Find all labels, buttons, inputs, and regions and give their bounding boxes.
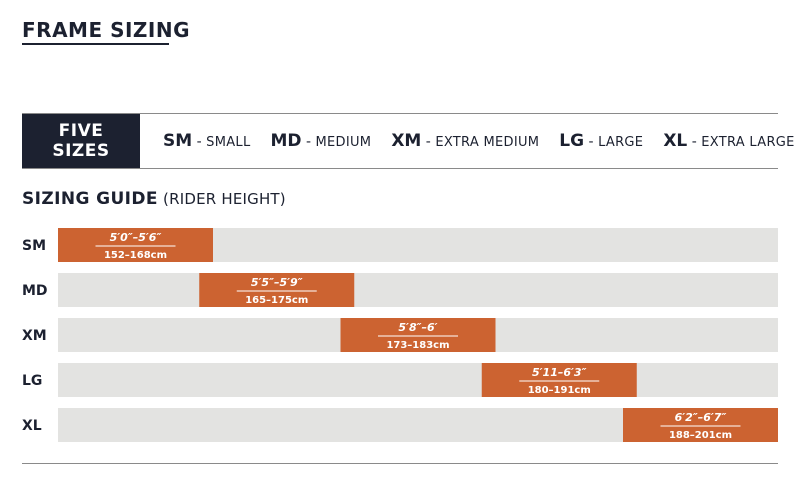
sizing-guide-subtitle: (RIDER HEIGHT) xyxy=(163,190,286,208)
row-label-sm: SM xyxy=(22,238,46,254)
range-imperial-xm: 5′8″–6′ xyxy=(398,321,437,334)
row-label-xl: XL xyxy=(22,418,42,434)
size-code: XL xyxy=(663,131,688,151)
bottom-rule xyxy=(22,463,778,464)
size-name: MEDIUM xyxy=(315,135,372,150)
sizing-guide-heading: SIZING GUIDE (RIDER HEIGHT) xyxy=(22,189,286,209)
size-name: LARGE xyxy=(598,135,644,150)
range-bar-xl xyxy=(623,408,778,442)
size-code: SM xyxy=(163,131,193,151)
size-separator: - xyxy=(691,134,697,150)
row-label-lg: LG xyxy=(22,373,42,389)
range-metric-xl: 188–201cm xyxy=(669,430,732,441)
range-imperial-lg: 5′11–6′3″ xyxy=(532,366,587,379)
size-separator: - xyxy=(425,134,431,150)
range-imperial-md: 5′5″–5′9″ xyxy=(251,276,303,289)
range-metric-md: 165–175cm xyxy=(245,295,308,306)
range-metric-sm: 152–168cm xyxy=(104,250,167,261)
row-label-md: MD xyxy=(22,283,48,299)
size-code: LG xyxy=(559,131,585,151)
size-name: SMALL xyxy=(206,135,251,150)
row-label-xm: XM xyxy=(22,328,47,344)
sizes-band: FIVE SIZES SM - SMALL MD - MEDIUM XM - E… xyxy=(22,113,794,169)
range-bar-md xyxy=(199,273,355,307)
five-sizes-line1: FIVE xyxy=(58,121,104,141)
size-separator: - xyxy=(588,134,594,150)
range-metric-xm: 173–183cm xyxy=(386,340,449,351)
size-separator: - xyxy=(196,134,202,150)
size-legend-md: MD - MEDIUM xyxy=(271,131,372,151)
five-sizes-box: FIVE SIZES xyxy=(22,114,140,168)
row-track-md xyxy=(58,273,778,307)
sizing-guide-title: SIZING GUIDE xyxy=(22,189,158,209)
size-legend-xm: XM - EXTRA MEDIUM xyxy=(391,131,539,151)
range-imperial-xl: 6′2″–6′7″ xyxy=(675,411,727,424)
size-separator: - xyxy=(305,134,312,150)
size-code: MD xyxy=(270,131,302,151)
range-bar-xm xyxy=(340,318,496,352)
size-code: XM xyxy=(391,131,422,151)
size-name: EXTRA MEDIUM xyxy=(435,135,540,150)
size-legend-lg: LG - LARGE xyxy=(559,131,643,151)
page-title: FRAME SIZING xyxy=(22,18,191,42)
range-bar-lg xyxy=(481,363,637,397)
title-underline xyxy=(22,43,169,45)
size-legend-xl: XL - EXTRA LARGE xyxy=(663,131,794,151)
range-metric-lg: 180–191cm xyxy=(528,385,591,396)
range-imperial-sm: 5′0″–5′6″ xyxy=(110,231,162,244)
size-legend: SM - SMALL MD - MEDIUM XM - EXTRA MEDIUM… xyxy=(163,114,795,168)
range-bar-sm xyxy=(58,228,213,262)
five-sizes-line2: SIZES xyxy=(52,141,110,161)
size-legend-sm: SM - SMALL xyxy=(163,131,251,151)
row-track-lg xyxy=(58,363,778,397)
size-name: EXTRA LARGE xyxy=(701,135,795,150)
